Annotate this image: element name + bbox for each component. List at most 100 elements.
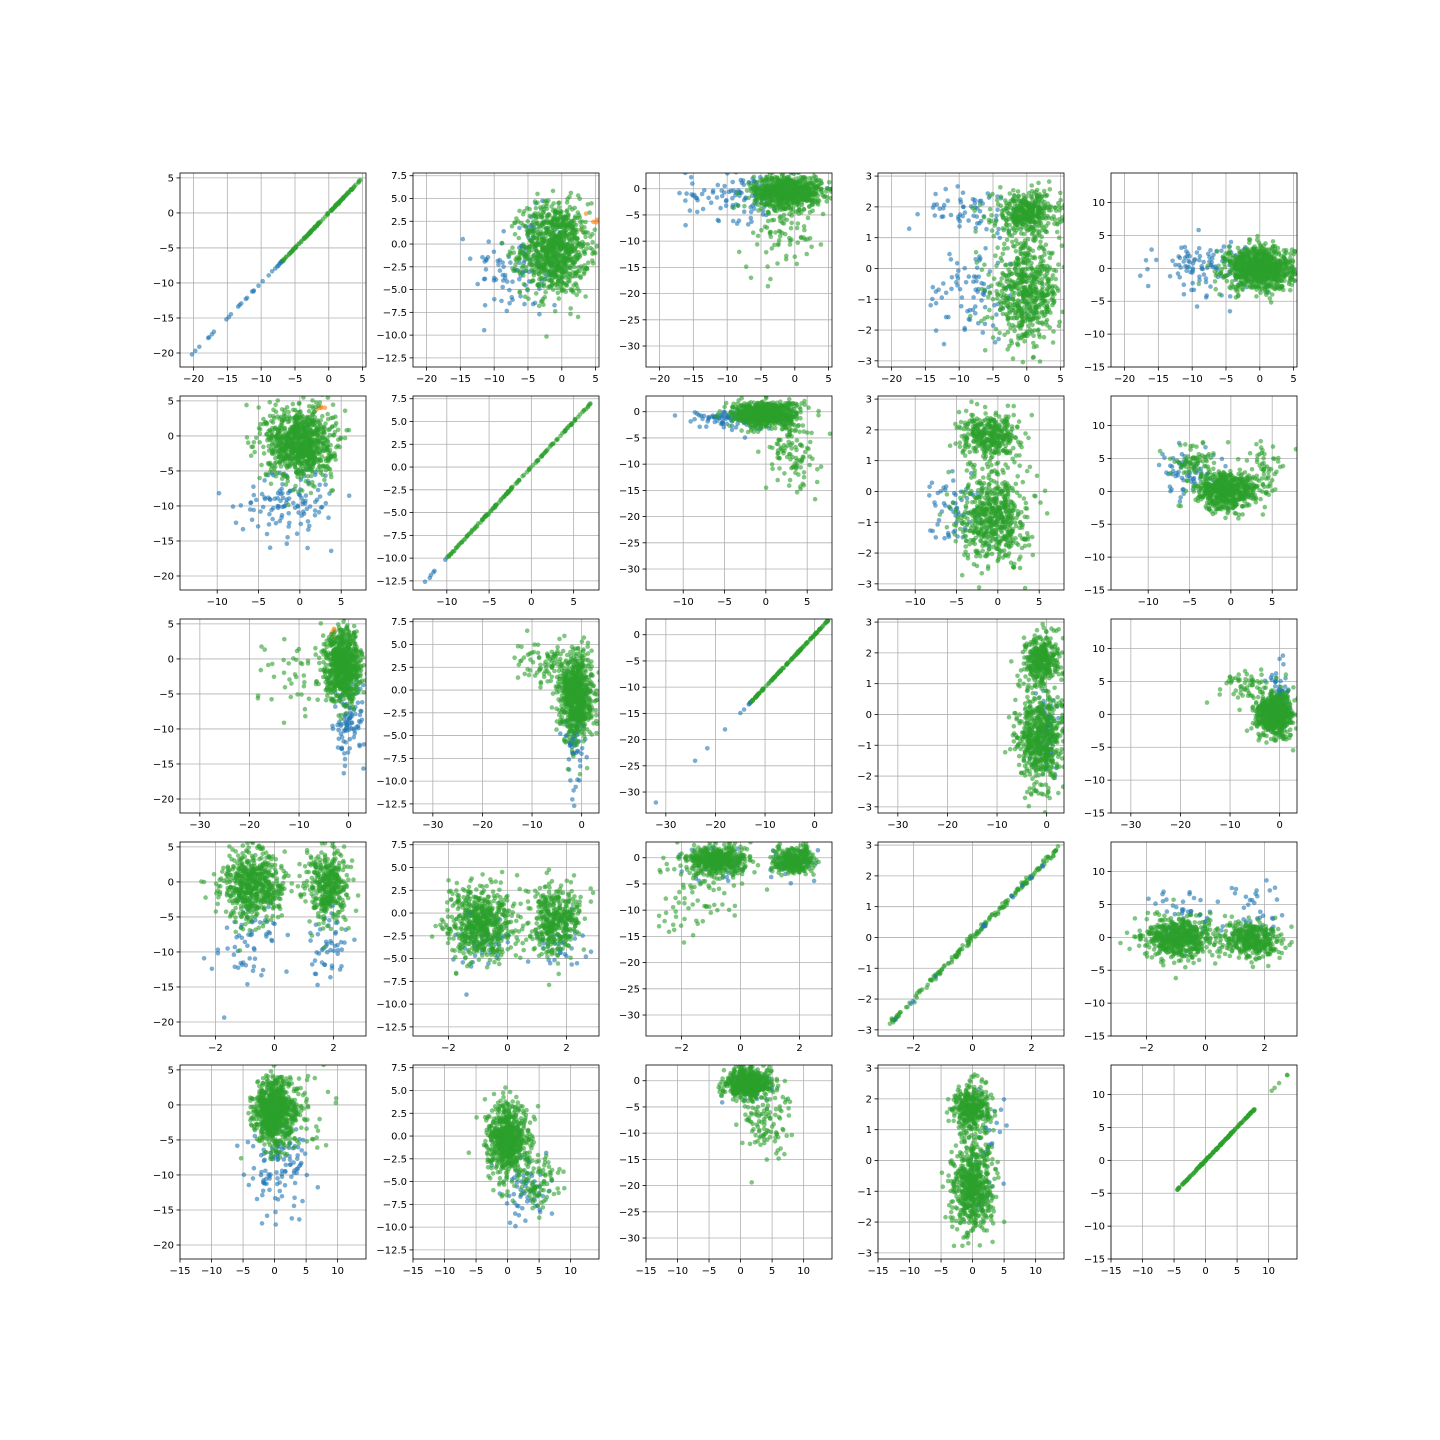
green-point — [1291, 251, 1296, 257]
green-point — [1000, 251, 1006, 257]
blue-point — [1179, 245, 1184, 250]
blue-point — [955, 275, 961, 281]
blue-point — [266, 273, 272, 278]
green-point — [1264, 292, 1269, 298]
green-point — [1024, 287, 1030, 293]
green-point — [541, 225, 546, 230]
green-point — [1061, 264, 1064, 270]
green-point — [1034, 187, 1040, 193]
blue-point — [946, 314, 951, 320]
green-point — [540, 235, 545, 241]
green-point — [543, 277, 548, 282]
green-point — [544, 334, 549, 339]
blue-point — [970, 307, 976, 313]
axes-frame — [1110, 172, 1298, 368]
green-point — [1027, 227, 1032, 233]
green-point — [750, 230, 756, 235]
green-point — [977, 202, 983, 207]
blue-point — [966, 274, 972, 279]
y-tick-label: 7.5 — [391, 171, 407, 182]
green-point — [527, 213, 533, 219]
green-point — [1196, 281, 1202, 287]
green-point — [536, 272, 542, 277]
blue-point — [522, 301, 527, 307]
green-point — [770, 204, 776, 209]
blue-point — [317, 494, 323, 499]
green-point — [554, 252, 559, 258]
green-point — [1037, 359, 1043, 364]
green-point — [1238, 250, 1243, 255]
blue-point — [209, 332, 215, 337]
green-point — [534, 243, 539, 248]
green-point — [763, 250, 769, 255]
green-point — [806, 204, 812, 210]
green-point — [1022, 208, 1027, 213]
blue-point — [971, 213, 976, 219]
green-point — [764, 202, 769, 207]
green-point — [525, 287, 530, 292]
y-tick-label: −15 — [153, 313, 174, 324]
blue-point — [233, 520, 239, 526]
green-point — [1013, 249, 1019, 254]
green-point — [999, 208, 1005, 213]
green-point — [1051, 298, 1056, 303]
green-point — [1015, 310, 1021, 316]
green-point — [790, 209, 795, 215]
green-point — [1238, 260, 1244, 266]
green-point — [531, 219, 536, 224]
blue-point — [708, 200, 714, 205]
green-point — [807, 175, 813, 181]
axes-frame — [645, 172, 833, 368]
blue-point — [710, 190, 716, 195]
green-point — [1255, 270, 1260, 276]
blue-point — [1184, 268, 1189, 274]
green-point — [1004, 237, 1010, 243]
green-point — [1007, 278, 1013, 283]
blue-point — [492, 297, 497, 302]
green-point — [1000, 215, 1006, 220]
green-point — [248, 453, 254, 459]
green-point — [1274, 272, 1280, 278]
green-point — [1010, 197, 1016, 202]
blue-point — [1197, 253, 1203, 259]
blue-point — [317, 482, 323, 488]
y-tick-label: −5 — [1090, 297, 1105, 308]
green-point — [516, 235, 522, 241]
green-point — [1059, 243, 1064, 248]
blue-point — [256, 283, 261, 289]
green-point — [1271, 261, 1276, 267]
green-point — [323, 214, 328, 219]
blue-point — [500, 284, 506, 290]
green-point — [999, 276, 1004, 281]
green-point — [326, 427, 331, 433]
blue-point — [716, 218, 722, 224]
green-point — [585, 230, 591, 235]
green-point — [1226, 250, 1231, 256]
green-point — [559, 274, 564, 280]
blue-point — [963, 280, 969, 285]
green-point — [1003, 296, 1009, 301]
green-point — [1265, 266, 1271, 272]
green-point — [746, 195, 751, 201]
green-point — [1012, 200, 1017, 206]
green-point — [584, 266, 590, 272]
green-point — [568, 190, 574, 196]
green-point — [1054, 229, 1060, 235]
subplot-grid: −20 −15 −10 −5 0 5−20−15−10−505−20 −15 −10 −5 0 5−… — [153, 171, 1298, 1277]
blue-point — [1219, 248, 1224, 254]
green-point — [590, 261, 596, 266]
green-point — [575, 243, 581, 248]
green-point — [1052, 292, 1057, 297]
green-point — [552, 275, 558, 280]
blue-point — [467, 256, 473, 262]
blue-point — [313, 499, 318, 505]
green-point — [789, 213, 795, 218]
blue-point — [979, 298, 984, 303]
green-point — [1039, 309, 1045, 315]
green-point — [1240, 287, 1245, 293]
green-point — [1223, 273, 1228, 279]
blue-point — [1190, 268, 1196, 273]
blue-point — [460, 236, 466, 242]
green-point — [1047, 187, 1053, 192]
green-point — [1031, 200, 1037, 206]
